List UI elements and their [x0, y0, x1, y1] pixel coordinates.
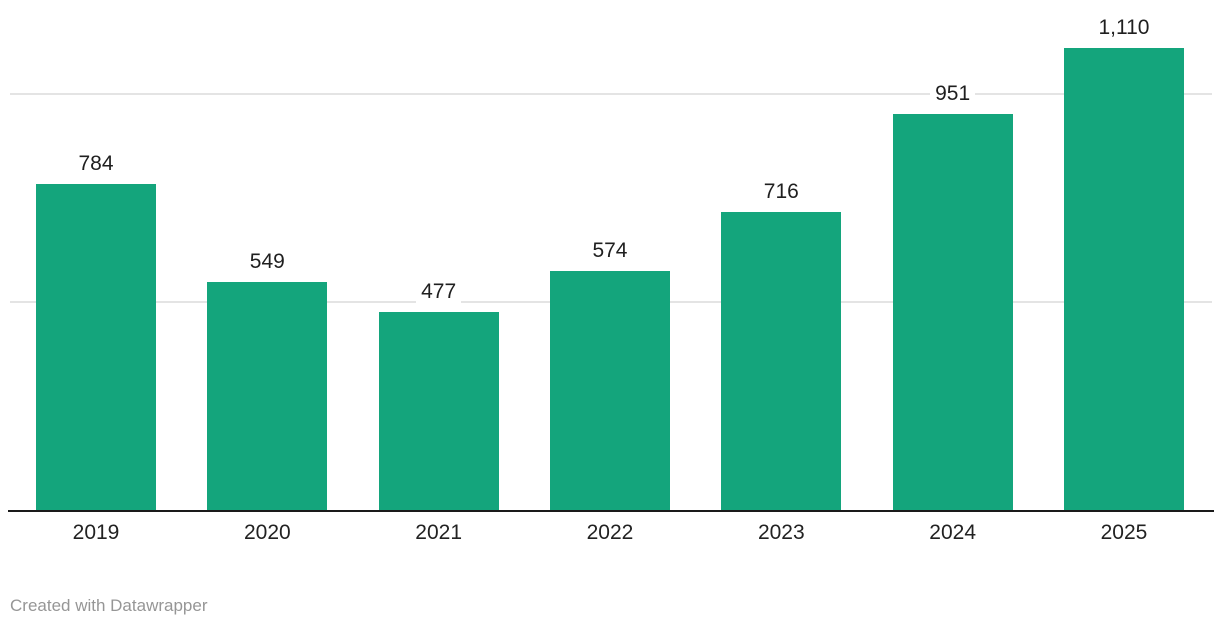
bar-column: 477 — [378, 279, 499, 510]
x-axis-label-2025: 2025 — [1100, 521, 1148, 544]
chart-footer: Created with Datawrapper — [10, 595, 207, 616]
bar-value-label: 549 — [244, 249, 290, 274]
bar-value-label: 784 — [73, 151, 119, 176]
bar-2020[interactable] — [207, 281, 328, 510]
bar-2019[interactable] — [36, 183, 156, 510]
bar-value-label: 574 — [587, 239, 633, 264]
bar-2023[interactable] — [721, 212, 842, 510]
bar-2022[interactable] — [549, 271, 670, 510]
bar-value-label: 716 — [758, 180, 804, 205]
bar-column: 951 — [892, 82, 1013, 510]
plot-area: 784 549 477 574 716 951 1,110 2019 2020 2021 2022… — [8, 0, 1214, 548]
bar-column: 549 — [207, 249, 328, 510]
x-axis-label-2019: 2019 — [72, 521, 120, 544]
gridline-1000 — [10, 93, 1212, 95]
bar-value-label: 1,110 — [1093, 16, 1155, 41]
x-axis-label-2023: 2023 — [757, 521, 805, 544]
bars-container: 784 549 477 574 716 951 1,110 — [10, 0, 1212, 510]
x-axis-label-2022: 2022 — [586, 521, 634, 544]
x-axis-labels-row: 2019 2020 2021 2022 2023 2024 2025 — [10, 520, 1212, 546]
x-axis-label-2021: 2021 — [415, 521, 463, 544]
bar-column: 574 — [549, 239, 670, 510]
bar-column: 784 — [36, 151, 156, 510]
bar-column: 716 — [721, 180, 842, 510]
x-axis-label-2024: 2024 — [929, 521, 976, 544]
bar-value-label: 477 — [416, 279, 462, 304]
bar-2025[interactable] — [1063, 48, 1184, 510]
x-axis-label-2020: 2020 — [243, 521, 291, 544]
bar-column: 1,110 — [1063, 16, 1184, 510]
datawrapper-attribution-link[interactable]: Created with Datawrapper — [10, 596, 208, 615]
bar-value-label: 951 — [930, 82, 976, 107]
x-axis-baseline — [8, 510, 1214, 512]
bar-2021[interactable] — [378, 311, 499, 510]
bar-2024[interactable] — [892, 114, 1013, 510]
